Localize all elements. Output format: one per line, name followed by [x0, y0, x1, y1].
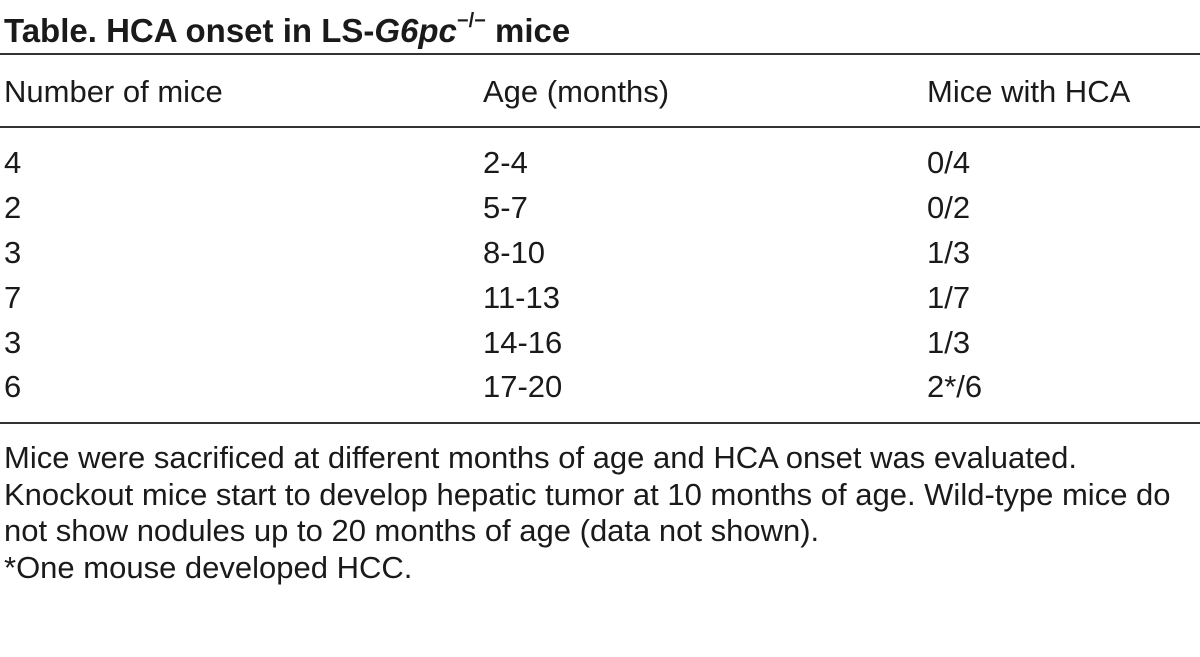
table-cell-age: 8-10 — [483, 235, 546, 270]
bottom-rule — [0, 422, 1200, 424]
table-cell-hca: 1/3 — [927, 235, 971, 270]
table-cell-number: 4 — [4, 145, 22, 180]
table-cell-age: 11-13 — [483, 280, 560, 315]
top-rule — [0, 53, 1200, 55]
table-cell-number: 3 — [4, 325, 22, 360]
column-header-number-of-mice: Number of mice — [4, 74, 223, 109]
table-cell-number: 6 — [4, 369, 22, 404]
table-cell-age: 5-7 — [483, 190, 528, 225]
table-footnotes: Mice were sacrificed at different months… — [4, 440, 1184, 586]
footnote-text: Mice were sacrificed at different months… — [4, 440, 1171, 548]
table-title-gene: G6pc — [374, 12, 457, 49]
table-cell-age: 17-20 — [483, 369, 563, 404]
table-cell-age: 14-16 — [483, 325, 563, 360]
table-cell-number: 7 — [4, 280, 22, 315]
header-rule — [0, 126, 1200, 128]
column-header-mice-with-hca: Mice with HCA — [927, 74, 1131, 109]
table-title-superscript: −/− — [456, 10, 486, 32]
footnote-asterisk: *One mouse developed HCC. — [4, 549, 413, 585]
table-title: Table. HCA onset in LS-G6pc−/− mice — [4, 4, 570, 51]
table-cell-age: 2-4 — [483, 145, 528, 180]
table-title-suffix: mice — [485, 12, 571, 49]
table-cell-hca: 1/7 — [927, 280, 971, 315]
table-title-prefix: Table. HCA onset in LS- — [4, 12, 375, 49]
table-cell-hca: 1/3 — [927, 325, 971, 360]
column-header-age: Age (months) — [483, 74, 670, 109]
table-cell-hca: 2*/6 — [927, 369, 983, 404]
table-cell-number: 2 — [4, 190, 22, 225]
table-cell-hca: 0/2 — [927, 190, 971, 225]
table-cell-hca: 0/4 — [927, 145, 971, 180]
table-cell-number: 3 — [4, 235, 22, 270]
